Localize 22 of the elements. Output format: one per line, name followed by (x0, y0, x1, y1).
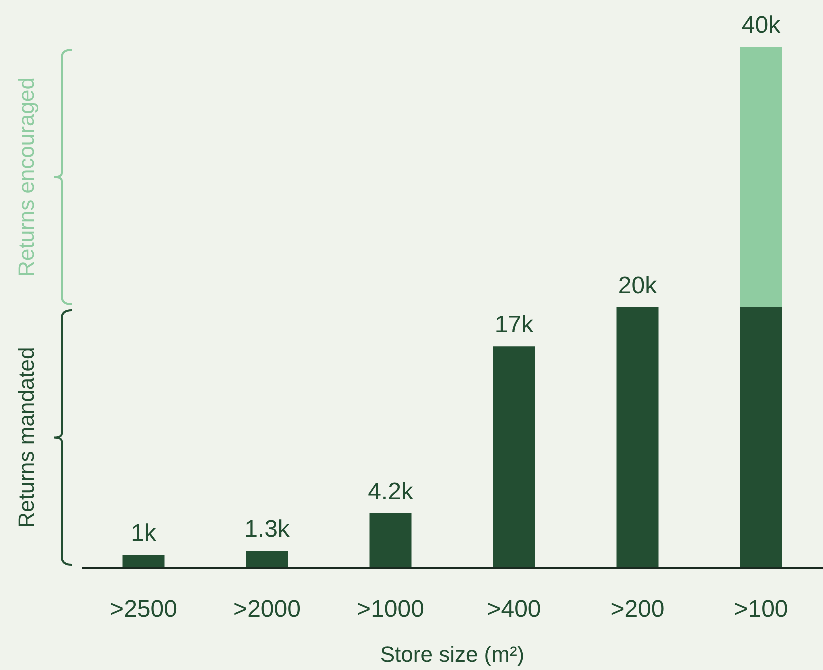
x-tick-label: >100 (734, 596, 788, 624)
bar (246, 551, 288, 568)
x-tick-label: >400 (487, 596, 542, 624)
bar (122, 554, 165, 568)
bar (740, 308, 782, 568)
x-tick-label: >1000 (357, 596, 424, 624)
bar (740, 47, 782, 308)
x-axis-title: Store size (m²) (380, 642, 525, 667)
data-label: 4.2k (368, 478, 414, 506)
data-label: 17k (494, 312, 535, 339)
bar (493, 346, 536, 568)
total-label: 40k (742, 12, 782, 39)
bar (616, 308, 659, 568)
x-tick-label: >2500 (110, 596, 178, 624)
data-label: 1.3k (244, 516, 291, 544)
x-tick-label: >200 (610, 596, 665, 624)
data-label: 1k (131, 520, 158, 547)
text: Returns encouraged (14, 78, 39, 277)
data-label: 20k (618, 272, 658, 300)
bar (370, 513, 412, 568)
x-tick-label: >2000 (234, 596, 301, 624)
text: Returns mandated (14, 347, 39, 528)
